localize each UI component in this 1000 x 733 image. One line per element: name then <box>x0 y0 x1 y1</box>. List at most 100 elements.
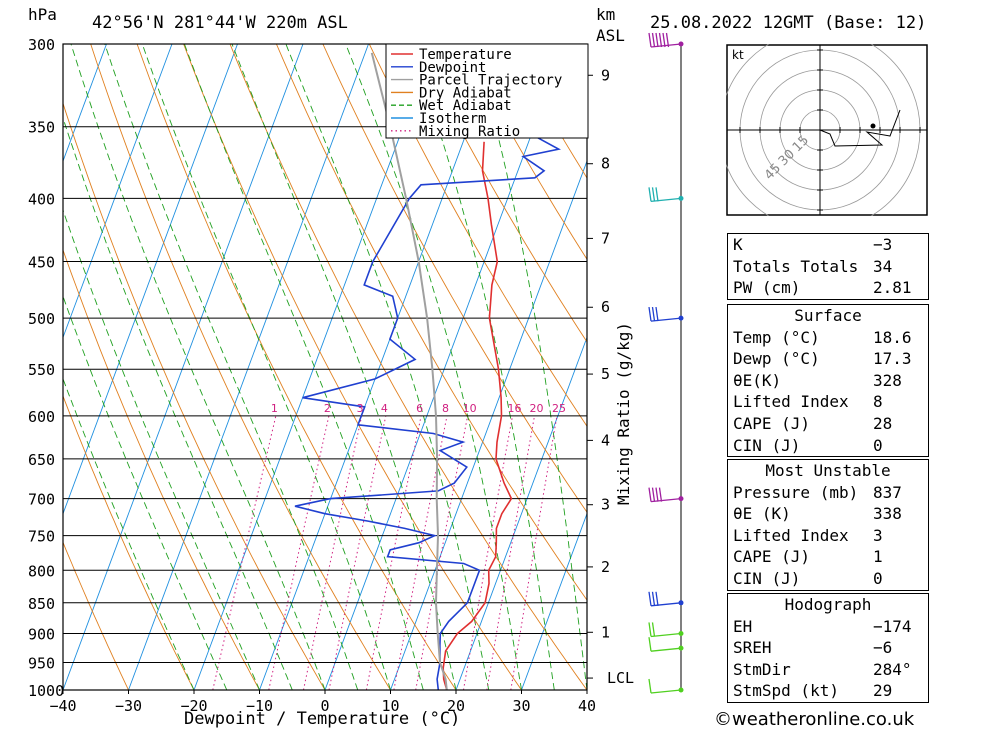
index-row: Totals Totals 34 <box>728 256 928 278</box>
datetime-label: 25.08.2022 12GMT (Base: 12) <box>650 13 927 33</box>
mixing-ratio-label: 3 <box>357 402 364 415</box>
pressure-tick-label: 650 <box>28 451 55 469</box>
isotherm-line <box>193 44 435 690</box>
most-unstable-key: Pressure (mb) <box>733 482 859 502</box>
storm-motion-marker <box>870 123 876 129</box>
dry-adiabat-line <box>648 44 720 690</box>
hodograph-stat-row: StmSpd (kt) 29 <box>728 680 928 702</box>
legend-label: Dry Adiabat <box>419 85 512 101</box>
surface-row: Temp (°C) 18.6 <box>728 327 928 349</box>
mixing-ratio-line <box>212 415 277 690</box>
isotherm-line <box>63 44 238 515</box>
km-tick-label: 4 <box>601 431 610 449</box>
surface-key: θE(K) <box>733 370 782 390</box>
km-tick-label: 1 <box>601 623 610 641</box>
x-axis-label: Dewpoint / Temperature (°C) <box>184 709 461 729</box>
surface-value: 0 <box>873 435 883 455</box>
surface-title: Surface <box>794 306 862 325</box>
mixing-ratio-axis-label: Mixing Ratio (g/kg) <box>614 321 633 505</box>
mixing-ratio-line <box>303 415 363 690</box>
surface-value: 8 <box>873 392 883 412</box>
mixing-ratio-label: 2 <box>324 402 331 415</box>
mixing-ratio-line <box>463 415 513 690</box>
pressure-tick-label: 450 <box>28 254 55 272</box>
x-tick-label: 20 <box>447 697 465 715</box>
isotherm-line <box>63 44 173 339</box>
pressure-tick-label: 300 <box>28 36 55 54</box>
most-unstable-key: Lifted Index <box>733 525 849 545</box>
pressure-tick-label: 1000 <box>28 682 64 700</box>
surface-key: CIN (J) <box>733 435 801 455</box>
legend-box <box>385 43 589 139</box>
km-tick-label: LCL <box>607 669 634 687</box>
indices-panel: K −3 Totals Totals 34 PW (cm) 2.81 <box>727 233 929 300</box>
legend-label: Dewpoint <box>419 60 486 76</box>
mixing-ratio-line <box>486 415 535 690</box>
dry-adiabat-line <box>368 44 587 428</box>
wind-barb <box>648 637 684 652</box>
km-tick-label: 5 <box>601 365 610 383</box>
isotherm-line <box>63 44 304 690</box>
mixing-ratio-line <box>268 415 330 690</box>
wind-barb <box>648 487 684 503</box>
km-tick-label: 3 <box>601 496 610 514</box>
isotherm-line <box>128 44 369 690</box>
index-value: −3 <box>873 235 893 254</box>
most-unstable-row: Pressure (mb) 837 <box>728 482 928 504</box>
wet-adiabat-line <box>70 44 326 690</box>
most-unstable-value: 837 <box>873 482 902 502</box>
pressure-tick-label: 950 <box>28 654 55 672</box>
x-tick-label: −40 <box>49 697 76 715</box>
isotherm-line <box>455 336 587 690</box>
pressure-tick-label: 600 <box>28 408 55 426</box>
most-unstable-row: CAPE (J) 1 <box>728 546 928 568</box>
skewt-chart: 1 2 3 4 6 8 10 16 20 2530035040045050055060065070… <box>28 32 720 715</box>
most-unstable-key: θE (K) <box>733 504 791 524</box>
mixing-ratio-label: 20 <box>530 402 544 415</box>
surface-row: CIN (J) 0 <box>728 435 928 457</box>
km-tick-label: 9 <box>601 66 610 84</box>
most-unstable-panel: Most Unstable Pressure (mb) 837 θE (K) 338 L… <box>727 459 929 591</box>
index-value: 34 <box>873 256 893 276</box>
height-unit-label-asl: ASL <box>596 26 625 45</box>
most-unstable-key: CIN (J) <box>733 568 801 588</box>
most-unstable-row: θE (K) 338 <box>728 503 928 525</box>
hodograph-stat-row: StmDir 284° <box>728 659 928 681</box>
dry-adiabat-line <box>63 541 129 690</box>
mixing-ratio-label: 16 <box>508 402 522 415</box>
pressure-tick-label: 500 <box>28 310 55 328</box>
pressure-tick-label: 850 <box>28 595 55 613</box>
x-tick-label: 30 <box>512 697 530 715</box>
km-tick-label: 7 <box>601 229 610 247</box>
mixing-ratio-line <box>328 415 387 690</box>
hodograph-stat-key: StmDir <box>733 659 791 679</box>
hodograph-stat-value: 29 <box>873 681 893 701</box>
isotherm-line <box>259 44 500 690</box>
x-tick-label: 40 <box>578 697 596 715</box>
wind-barb <box>648 591 684 607</box>
most-unstable-key: CAPE (J) <box>733 547 811 567</box>
mixing-ratio-label: 10 <box>463 402 477 415</box>
surface-key: Dewp (°C) <box>733 349 820 369</box>
mixing-ratio-line <box>365 415 422 690</box>
wet-adiabat-line <box>63 377 195 690</box>
mixing-ratio-label: 25 <box>552 402 566 415</box>
temperature-line <box>442 141 513 690</box>
hodograph-stat-row: SREH −6 <box>728 637 928 659</box>
hodograph-trace <box>819 109 901 147</box>
most-unstable-value: 0 <box>873 568 883 588</box>
dry-adiabat-line <box>415 44 587 343</box>
hodograph-stat-key: EH <box>733 616 753 636</box>
hodograph-panel: Hodograph EH −174 SREH −6 StmDir 284° StmSpd (… <box>727 593 929 703</box>
wind-barb <box>648 32 684 48</box>
location-label: 42°56'N 281°44'W 220m ASL <box>92 13 348 33</box>
pressure-tick-label: 700 <box>28 491 55 509</box>
x-tick-label: 0 <box>320 697 329 715</box>
dewpoint-line <box>294 52 561 690</box>
hodograph-stat-row: EH −174 <box>728 616 928 638</box>
mixing-ratio-label: 6 <box>416 402 423 415</box>
dry-adiabat-line <box>694 44 720 690</box>
surface-panel: Surface Temp (°C) 18.6 Dewp (°C) 17.3 θE(K) 3… <box>727 304 929 458</box>
wet-adiabat-line <box>472 44 587 690</box>
dry-adiabat-line <box>554 44 587 99</box>
